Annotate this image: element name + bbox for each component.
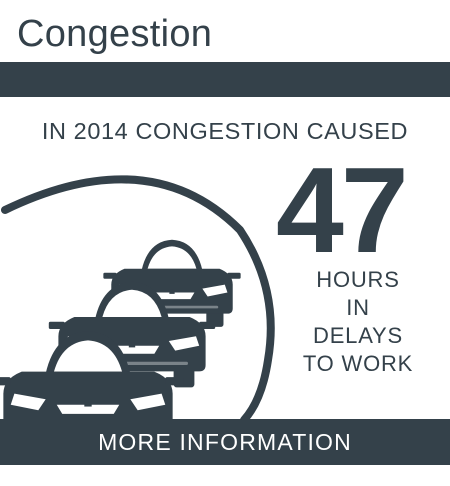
stat-value: 47	[276, 142, 409, 278]
more-information-label: MORE INFORMATION	[98, 428, 352, 455]
stat-caption: HOURS IN DELAYS TO WORK	[298, 266, 418, 378]
caption-line-hours: HOURS	[316, 267, 400, 292]
page-title: Congestion	[17, 13, 213, 55]
caption-line-delays: IN DELAYS	[313, 295, 403, 348]
caption-line-work: TO WORK	[302, 351, 414, 376]
header-bar	[0, 62, 450, 97]
headline: IN 2014 CONGESTION CAUSED	[41, 118, 409, 144]
more-information-button[interactable]: MORE INFORMATION	[0, 419, 450, 465]
